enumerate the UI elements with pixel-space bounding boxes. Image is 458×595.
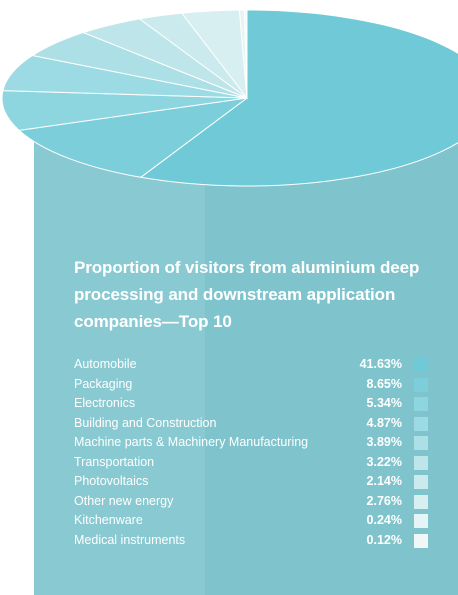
legend-value: 8.65% [366, 376, 402, 391]
legend-value: 5.34% [366, 396, 402, 410]
legend-swatch [414, 436, 428, 450]
legend-item: Packaging 8.65% [74, 375, 430, 395]
legend-label: Photovoltaics [74, 474, 149, 488]
pie-slice-1 [139, 9, 458, 187]
legend-label: Building and Construction [74, 415, 217, 430]
chart-title: Proportion of visitors from aluminium de… [74, 258, 420, 331]
legend-value: 0.12% [366, 532, 402, 547]
legend-swatch [414, 533, 428, 548]
legend-swatch [414, 494, 428, 509]
legend-label: Packaging [74, 376, 133, 391]
legend-label: Machine parts & Machinery Manufacturing [74, 435, 309, 449]
legend-value: 4.87% [366, 415, 402, 430]
legend-swatch [414, 397, 428, 411]
cylinder-side-shade [34, 128, 205, 595]
legend-item: Kitchenware 0.24% [74, 511, 430, 531]
legend-item: Photovoltaics 2.14% [74, 472, 430, 492]
legend-value: 41.63% [359, 357, 402, 371]
pie-slice-3 [1, 90, 248, 131]
legend-label: Other new energy [74, 493, 174, 508]
legend-item: Transportation 3.22% [74, 453, 430, 473]
legend-swatch [414, 377, 428, 392]
legend-label: Transportation [74, 454, 155, 469]
legend-swatch [414, 475, 428, 489]
legend-item: Other new energy 2.76% [74, 492, 430, 512]
legend-item: Automobile 41.63% [74, 355, 430, 375]
legend-label: Electronics [74, 396, 136, 410]
legend-swatch [414, 416, 428, 431]
legend-item: Electronics 5.34% [74, 394, 430, 414]
legend-value: 2.14% [366, 474, 402, 488]
pie-slice-2 [18, 97, 248, 178]
legend-item: Medical instruments 0.12% [74, 531, 430, 551]
pie-slice-10 [243, 9, 248, 99]
legend-swatch [414, 358, 428, 372]
legend-swatch [414, 514, 428, 528]
legend-value: 3.89% [366, 435, 402, 449]
legend: Automobile 41.63% Packaging 8.65% Electronic… [74, 355, 430, 550]
legend-item: Building and Construction 4.87% [74, 414, 430, 434]
legend-label: Kitchenware [74, 513, 143, 527]
legend-value: 3.22% [366, 454, 402, 469]
legend-swatch [414, 455, 428, 470]
legend-value: 0.24% [366, 513, 402, 527]
legend-item: Machine parts & Machinery Manufacturing 3… [74, 433, 430, 453]
legend-label: Medical instruments [74, 532, 186, 547]
legend-label: Automobile [74, 357, 137, 371]
legend-value: 2.76% [366, 493, 402, 508]
